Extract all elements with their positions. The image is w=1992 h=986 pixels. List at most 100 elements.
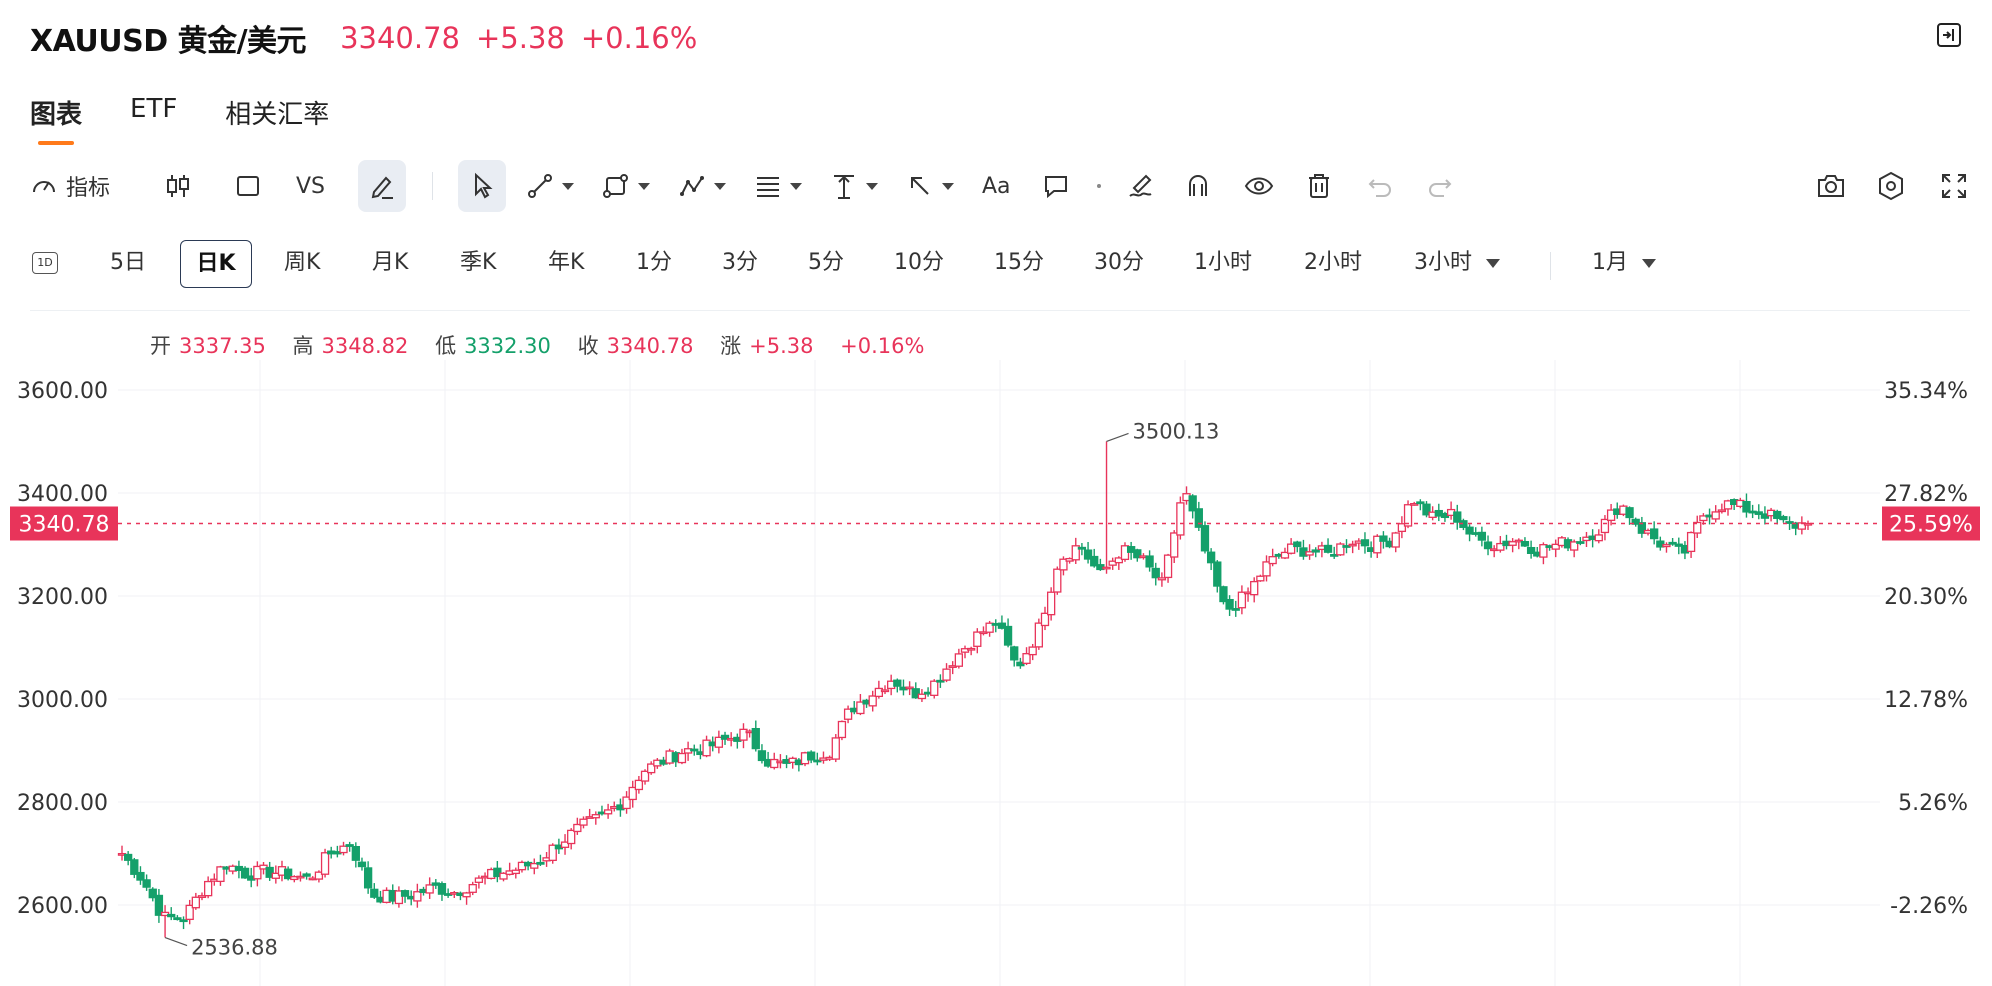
undo-icon[interactable] bbox=[1366, 160, 1394, 212]
period-5d[interactable]: 5日 bbox=[110, 250, 146, 275]
magnet-icon[interactable] bbox=[1184, 160, 1212, 212]
period-15min[interactable]: 15分 bbox=[994, 250, 1044, 275]
arrow-icon[interactable] bbox=[906, 160, 954, 212]
candle-body bbox=[1594, 534, 1603, 542]
candle-body bbox=[1170, 532, 1179, 558]
candle-body bbox=[770, 758, 779, 769]
candle-body bbox=[905, 686, 914, 690]
eye-icon[interactable] bbox=[1244, 160, 1274, 212]
tab-bar: 图表 ETF 相关汇率 bbox=[30, 94, 377, 145]
collapse-panel-icon[interactable] bbox=[1936, 22, 1962, 48]
period-1hour[interactable]: 1小时 bbox=[1194, 250, 1252, 275]
y-tick-label-right: 5.26% bbox=[1898, 791, 1968, 816]
period-3hour-dropdown[interactable]: 3小时 bbox=[1414, 240, 1500, 286]
fib-icon[interactable] bbox=[754, 160, 802, 212]
trash-icon[interactable] bbox=[1306, 160, 1332, 212]
comment-icon[interactable] bbox=[1042, 160, 1070, 212]
current-price-badge-left bbox=[10, 506, 118, 541]
period-1min[interactable]: 1分 bbox=[636, 250, 672, 275]
period-30min[interactable]: 30分 bbox=[1094, 250, 1144, 275]
candle-body bbox=[1225, 598, 1234, 610]
price-change-pct: +0.16% bbox=[580, 21, 698, 55]
tab-etf[interactable]: ETF bbox=[130, 94, 178, 124]
candle-body bbox=[1397, 523, 1407, 533]
text-icon[interactable]: Aa bbox=[982, 173, 1011, 199]
tab-chart[interactable]: 图表 bbox=[30, 94, 82, 145]
square-icon[interactable] bbox=[232, 160, 264, 212]
candle-body bbox=[142, 879, 151, 888]
candle-body bbox=[1010, 646, 1019, 661]
candle-body bbox=[640, 770, 650, 782]
period-2hour[interactable]: 2小时 bbox=[1304, 250, 1362, 275]
candlestick-type-icon[interactable] bbox=[162, 160, 194, 212]
candle-body bbox=[1754, 511, 1763, 515]
candle-body bbox=[499, 872, 508, 880]
candle-body bbox=[1022, 653, 1031, 664]
y-tick-label-right: 20.30% bbox=[1884, 585, 1968, 610]
period-daily[interactable]: 日K bbox=[180, 240, 252, 288]
period-weekly[interactable]: 周K bbox=[284, 250, 321, 275]
candle-body bbox=[511, 869, 520, 875]
candle-body bbox=[1311, 549, 1320, 553]
candle-body bbox=[339, 845, 348, 854]
y-tick-label-left: 3000.00 bbox=[17, 688, 108, 713]
candle-body bbox=[302, 873, 311, 877]
candle-body bbox=[1188, 495, 1197, 512]
period-1d-icon[interactable]: 1D bbox=[32, 252, 58, 274]
candle-body bbox=[567, 829, 576, 845]
settings-icon[interactable] bbox=[1876, 160, 1906, 212]
camera-icon[interactable] bbox=[1816, 160, 1846, 212]
candle-body bbox=[1650, 528, 1659, 540]
period-10min[interactable]: 10分 bbox=[894, 250, 944, 275]
candlestick-chart[interactable]: 3600.00 35.34% 3400.00 27.82% 3200.00 20.30% 3… bbox=[0, 360, 1992, 986]
candle-body bbox=[1668, 541, 1677, 545]
period-yearly[interactable]: 年K bbox=[548, 250, 585, 275]
candle-body bbox=[831, 737, 840, 760]
vs-compare-button[interactable]: VS bbox=[296, 173, 326, 199]
indicators-button[interactable]: 指标 bbox=[30, 160, 110, 212]
candle-body bbox=[579, 818, 588, 826]
period-3min[interactable]: 3分 bbox=[722, 250, 758, 275]
candle-body bbox=[591, 814, 600, 819]
candle-body bbox=[856, 701, 865, 715]
fullscreen-icon[interactable] bbox=[1940, 160, 1968, 212]
trend-line-icon[interactable] bbox=[526, 160, 574, 212]
period-5min[interactable]: 5分 bbox=[808, 250, 844, 275]
current-pct-badge-right-text: 25.59% bbox=[1889, 512, 1973, 537]
y-tick-label-left: 2800.00 bbox=[17, 791, 108, 816]
drawing-toolbar: 指标 VS Aa bbox=[0, 160, 1992, 212]
candle-body bbox=[1570, 541, 1579, 551]
candle-body bbox=[1520, 540, 1530, 547]
candle-body bbox=[1053, 568, 1062, 593]
candle-body bbox=[1071, 545, 1080, 561]
candle-body bbox=[1059, 558, 1068, 571]
candle-body bbox=[1600, 518, 1610, 534]
current-price-badge-left-text: 3340.78 bbox=[19, 512, 110, 537]
tab-related-rates[interactable]: 相关汇率 bbox=[225, 100, 330, 130]
shape-icon[interactable] bbox=[602, 160, 650, 212]
candle-body bbox=[1286, 543, 1296, 554]
period-1month-label: 1月 bbox=[1592, 250, 1628, 275]
gauge-icon bbox=[33, 181, 55, 193]
period-monthly[interactable]: 月K bbox=[372, 250, 409, 275]
candle-body bbox=[296, 875, 305, 879]
candle-body bbox=[1133, 549, 1142, 559]
candle-body bbox=[1102, 566, 1111, 570]
candle-body bbox=[757, 750, 767, 762]
candle-body bbox=[474, 877, 484, 883]
draw-pen-icon[interactable] bbox=[358, 160, 406, 212]
candle-body bbox=[530, 862, 539, 869]
brush-icon[interactable] bbox=[1126, 160, 1154, 212]
candle-body bbox=[1360, 539, 1370, 547]
redo-icon[interactable] bbox=[1426, 160, 1454, 212]
cursor-icon[interactable] bbox=[458, 160, 506, 212]
pattern-icon[interactable] bbox=[678, 160, 726, 212]
period-quarterly[interactable]: 季K bbox=[460, 250, 497, 275]
current-pct-badge-right bbox=[1882, 506, 1980, 541]
period-1month-dropdown[interactable]: 1月 bbox=[1592, 240, 1656, 286]
candle-body bbox=[893, 679, 902, 687]
y-tick-label-right: 27.82% bbox=[1884, 482, 1968, 507]
candle-body bbox=[1606, 509, 1616, 521]
measure-icon[interactable] bbox=[830, 160, 878, 212]
candle-body bbox=[1034, 622, 1043, 648]
